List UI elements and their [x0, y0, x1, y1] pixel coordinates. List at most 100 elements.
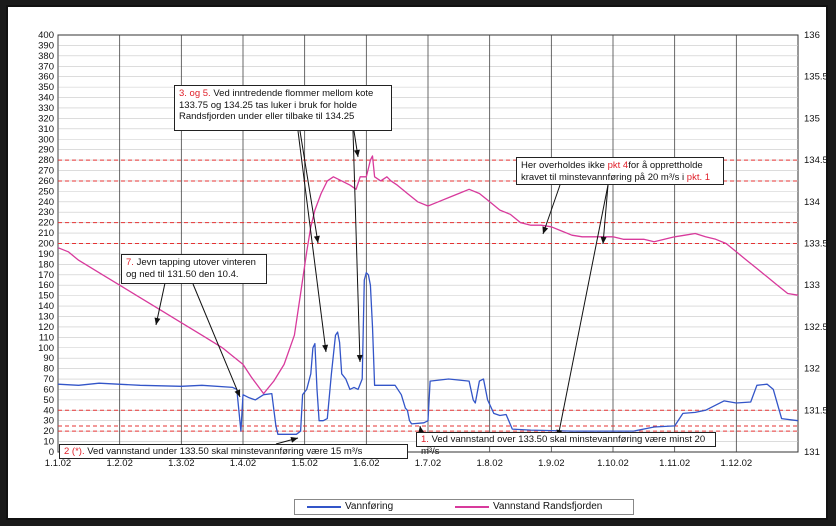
series-line-vannstand [57, 155, 799, 395]
y-left-tick-label: 50 [43, 395, 54, 406]
y-left-tick-label: 400 [38, 30, 54, 41]
x-tick-label: 1.6.02 [353, 458, 379, 469]
y-left-tick-label: 290 [38, 145, 54, 156]
annotation-arrowhead [542, 226, 549, 234]
y-right-tick-label: 133 [804, 280, 820, 291]
annotation-3-5-ref: 3. og 5. [179, 88, 211, 99]
y-left-tick-label: 170 [38, 270, 54, 281]
y-left-tick-label: 210 [38, 228, 54, 239]
annotation-arrow [602, 184, 609, 245]
y-left-tick-label: 40 [43, 405, 54, 416]
y-right-tick-label: 132.5 [804, 322, 828, 333]
annotation-arrow [352, 130, 361, 363]
annotation-1-ref: 1. [421, 434, 429, 445]
annotation-arrow [299, 130, 319, 244]
y-left-tick-label: 270 [38, 166, 54, 177]
y-left-tick-label: 60 [43, 384, 54, 395]
annotation-arrowhead [290, 436, 298, 443]
annotation-7: 7. Jevn tapping utover vinteren og ned t… [121, 254, 267, 284]
y-left-tick-label: 180 [38, 259, 54, 270]
chart-legend: Vannføring Vannstand Randsfjorden [294, 499, 634, 515]
annotation-3-5-text: Ved inntredende flommer mellom kote 133.… [179, 88, 374, 122]
y-left-tick-label: 0 [49, 447, 54, 458]
annotation-arrowhead [322, 344, 329, 352]
x-tick-label: 1.9.02 [538, 458, 564, 469]
y-right-tick-label: 134 [804, 197, 820, 208]
y-left-tick-label: 20 [43, 426, 54, 437]
y-right-tick-label: 131.5 [804, 405, 828, 416]
annotation-2: 2 (*). Ved vannstand under 133.50 skal m… [59, 444, 408, 459]
x-tick-label: 1.4.02 [230, 458, 256, 469]
y-left-tick-label: 230 [38, 207, 54, 218]
y-left-tick-label: 160 [38, 280, 54, 291]
y-left-tick-label: 310 [38, 124, 54, 135]
x-tick-label: 1.5.02 [291, 458, 317, 469]
x-tick-label: 1.1.02 [45, 458, 71, 469]
y-left-tick-label: 10 [43, 437, 54, 448]
x-tick-label: 1.2.02 [106, 458, 132, 469]
legend-flow-swatch [307, 506, 341, 508]
annotation-arrow [542, 184, 561, 235]
y-right-tick-label: 131 [804, 447, 820, 458]
y-right-tick-label: 132 [804, 364, 820, 375]
y-left-tick-label: 260 [38, 176, 54, 187]
y-left-tick-label: 220 [38, 218, 54, 229]
y-left-tick-label: 150 [38, 291, 54, 302]
y-left-tick-label: 320 [38, 113, 54, 124]
y-left-tick-label: 330 [38, 103, 54, 114]
y-left-tick-label: 380 [38, 51, 54, 62]
y-left-tick-label: 120 [38, 322, 54, 333]
y-left-tick-label: 110 [39, 332, 54, 343]
annotation-arrowhead [418, 426, 425, 434]
y-left-tick-label: 190 [38, 249, 54, 260]
annotation-4-ref2: pkt. 1 [686, 171, 711, 183]
y-left-tick-label: 370 [38, 61, 54, 72]
annotation-arrow [192, 283, 241, 398]
y-left-tick-label: 80 [43, 364, 54, 375]
annotation-arrow [557, 184, 609, 438]
y-right-tick-label: 135 [804, 113, 820, 124]
annotation-arrowhead [313, 235, 320, 243]
annotation-4-ref: pkt 4 [607, 160, 629, 171]
annotation-2-text: Ved vannstand under 133.50 skal minsteva… [87, 446, 363, 457]
annotation-arrowhead [234, 389, 241, 397]
x-tick-label: 1.12.02 [720, 458, 752, 469]
y-left-tick-label: 360 [38, 72, 54, 83]
annotation-7-text: Jevn tapping utover vinteren og ned til … [126, 257, 256, 280]
y-left-tick-label: 200 [38, 239, 54, 250]
annotation-2-ref: 2 (*). [64, 446, 85, 457]
y-right-tick-label: 135.5 [804, 72, 828, 83]
legend-level-swatch [455, 506, 489, 508]
annotation-arrowhead [353, 149, 360, 157]
annotation-4: Her overholdes ikke pkt 4for å opprettho… [516, 157, 724, 185]
chart-frame: 0 10 20 30 40 50 60 70 80 90 100 110 120 130 140 150 160… [6, 5, 828, 520]
annotation-arrowhead [154, 317, 161, 325]
y-left-tick-label: 70 [43, 374, 54, 385]
y-left-tick-label: 90 [43, 353, 54, 364]
x-tick-label: 1.11.02 [659, 458, 690, 469]
annotation-4-text-b: for å opprettholde kravet til minstevann… [521, 160, 703, 183]
annotation-arrow [297, 130, 327, 353]
y-right-tick-label: 133.5 [804, 239, 828, 250]
y-left-tick-label: 130 [38, 311, 54, 322]
y-left-tick-label: 30 [43, 416, 54, 427]
annotation-4-text-a: Her overholdes ikke [521, 160, 605, 171]
legend-level-label: Vannstand Randsfjorden [493, 501, 603, 512]
annotation-1-text: Ved vannstand over 133.50 skal minstevan… [421, 434, 706, 457]
y-left-tick-label: 250 [38, 186, 54, 197]
y-left-tick-label: 350 [38, 82, 54, 93]
x-tick-label: 1.10.02 [597, 458, 629, 469]
y-left-tick-label: 240 [38, 197, 54, 208]
annotation-arrowhead [600, 236, 607, 244]
annotation-3-5: 3. og 5. Ved inntredende flommer mellom … [174, 85, 392, 131]
y-left-tick-label: 140 [38, 301, 54, 312]
x-tick-label: 1.7.02 [415, 458, 441, 469]
y-left-tick-label: 340 [38, 93, 54, 104]
annotation-arrowhead [356, 354, 363, 362]
annotation-7-ref: 7. [126, 257, 134, 268]
y-left-tick-label: 100 [38, 343, 54, 354]
y-left-tick-label: 300 [38, 134, 54, 145]
y-left-tick-label: 390 [38, 40, 54, 51]
series-line-vannforing [57, 272, 799, 435]
y-right-tick-label: 134.5 [804, 155, 828, 166]
